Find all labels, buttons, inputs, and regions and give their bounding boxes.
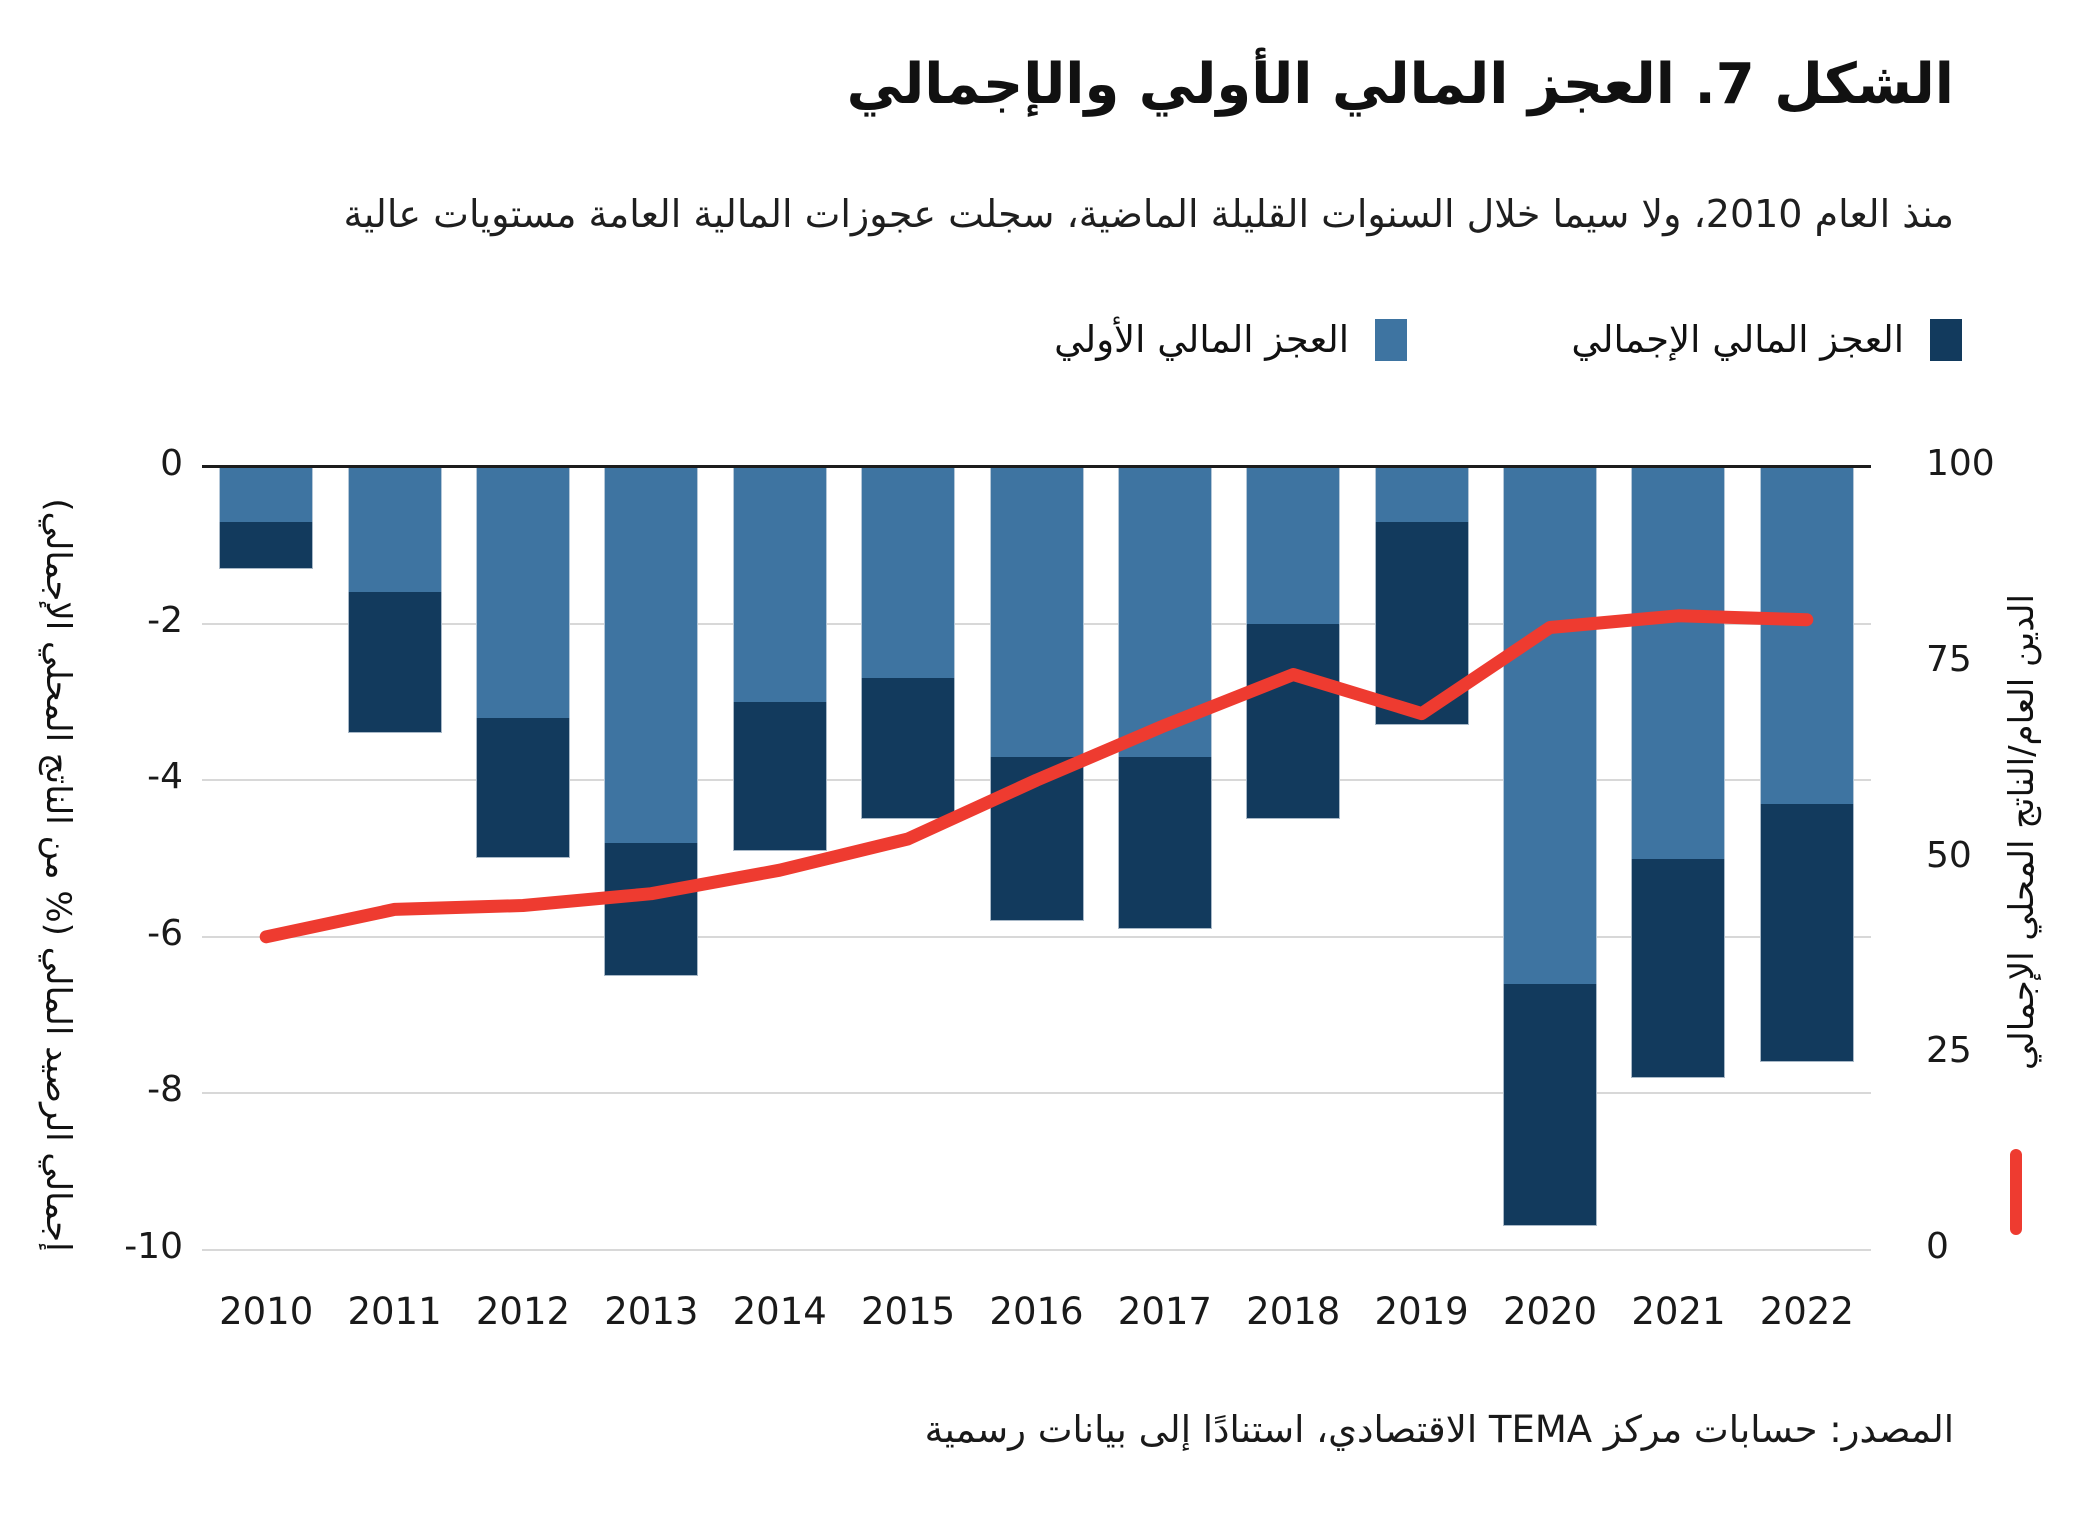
legend-label-primary: العجز المالي الأولي (1054, 318, 1349, 361)
bar-overall-segment (1631, 858, 1726, 1078)
bar-primary-segment (1117, 467, 1212, 757)
bar-overall-segment (1759, 803, 1854, 1063)
bar-overall-segment (1374, 521, 1469, 726)
bar-overall-segment (1503, 983, 1598, 1227)
x-axis-label: 2013 (604, 1290, 699, 1333)
x-axis-label: 2021 (1631, 1290, 1726, 1333)
bar-primary-segment (475, 467, 570, 718)
bar-primary-segment (604, 467, 699, 843)
x-axis-label: 2018 (1246, 1290, 1341, 1333)
x-axis-label: 2016 (989, 1290, 1084, 1333)
bar-overall-segment (989, 756, 1084, 922)
bar-primary-segment (861, 467, 956, 679)
x-axis-label: 2020 (1502, 1290, 1598, 1333)
x-axis-label: 2011 (347, 1290, 442, 1333)
y-axis-tick-left: -2 (147, 599, 183, 641)
gridline (202, 1249, 1871, 1251)
figure-title: الشكل 7. العجز المالي الأولي والإجمالي (846, 52, 1955, 117)
y-axis-tick-right: 75 (1926, 638, 1972, 680)
x-axis-label: 2012 (475, 1290, 571, 1333)
bar-primary-segment (989, 467, 1084, 757)
figure-subtitle: منذ العام 2010، ولا سيما خلال السنوات ال… (343, 192, 1954, 236)
y-axis-tick-right: 25 (1926, 1030, 1972, 1072)
gridline (202, 935, 1871, 938)
legend-swatch-primary-icon (1375, 318, 1407, 361)
bar-overall-segment (861, 678, 956, 820)
x-axis-label: 2015 (861, 1290, 956, 1333)
y-axis-tick-right: 0 (1926, 1226, 1949, 1267)
bar-primary-segment (1503, 467, 1598, 984)
bar-overall-segment (1246, 623, 1341, 820)
legend-label-overall: العجز المالي الإجمالي (1571, 318, 1904, 361)
bar-overall-segment (1117, 756, 1212, 929)
y-axis-tick-left: -8 (147, 1069, 183, 1111)
legend-item-overall: العجز المالي الإجمالي (1571, 318, 1962, 361)
bar-primary-segment (1246, 467, 1341, 624)
x-axis-label: 2014 (732, 1290, 827, 1333)
bar-primary-segment (219, 467, 314, 522)
bar-primary-segment (1631, 467, 1726, 859)
y-axis-tick-left: -6 (147, 912, 183, 954)
x-axis-label: 2019 (1374, 1290, 1469, 1333)
bar-primary-segment (347, 467, 442, 593)
bar-overall-segment (219, 521, 314, 569)
bar-primary-segment (1759, 467, 1854, 804)
y-axis-tick-right: 100 (1926, 443, 1995, 484)
bar-primary-segment (1374, 467, 1469, 522)
gridline (202, 1092, 1871, 1095)
bar-overall-segment (347, 592, 442, 734)
y-axis-tick-right: 50 (1926, 834, 1972, 876)
legend-item-primary: العجز المالي الأولي (1054, 318, 1407, 361)
chart-legend: العجز المالي الإجمالي العجز المالي الأول… (0, 318, 2084, 366)
y-axis-tick-left: -10 (124, 1226, 183, 1267)
bar-primary-segment (732, 467, 827, 702)
bar-overall-segment (475, 717, 570, 859)
zero-axis-line (202, 465, 1871, 468)
y-axis-tick-left: 0 (160, 443, 183, 484)
debt-line-legend-marker-icon (2010, 1149, 2022, 1235)
source-note: المصدر: حسابات مركز TEMA الاقتصادي، استن… (924, 1408, 1954, 1451)
bar-overall-segment (732, 701, 827, 851)
x-axis-label: 2022 (1759, 1290, 1854, 1333)
x-axis-label: 2010 (219, 1290, 314, 1333)
y-axis-tick-left: -4 (147, 756, 183, 798)
legend-swatch-overall-icon (1930, 318, 1962, 361)
x-axis-label: 2017 (1117, 1290, 1212, 1333)
bar-overall-segment (604, 842, 699, 976)
